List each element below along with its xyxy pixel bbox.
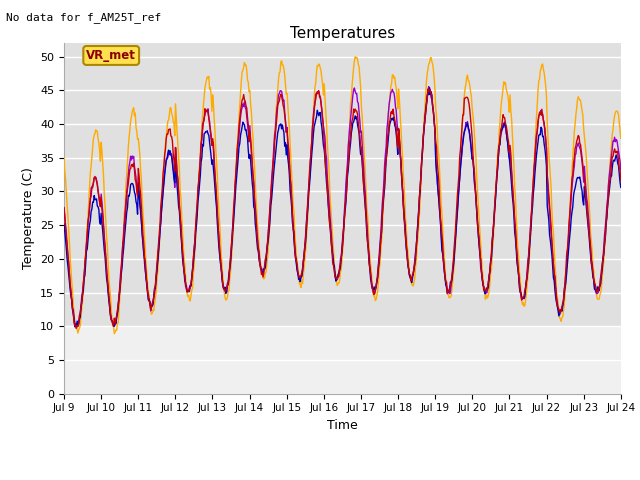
Legend: Panel T, Old Ref Temp, HMP45 T, CNR1 PRT: Panel T, Old Ref Temp, HMP45 T, CNR1 PRT [109,477,575,480]
Title: Temperatures: Temperatures [290,25,395,41]
Text: VR_met: VR_met [86,49,136,62]
Text: No data for f_AM25T_ref: No data for f_AM25T_ref [6,12,162,23]
Y-axis label: Temperature (C): Temperature (C) [22,168,35,269]
X-axis label: Time: Time [327,419,358,432]
Bar [64,326,621,394]
